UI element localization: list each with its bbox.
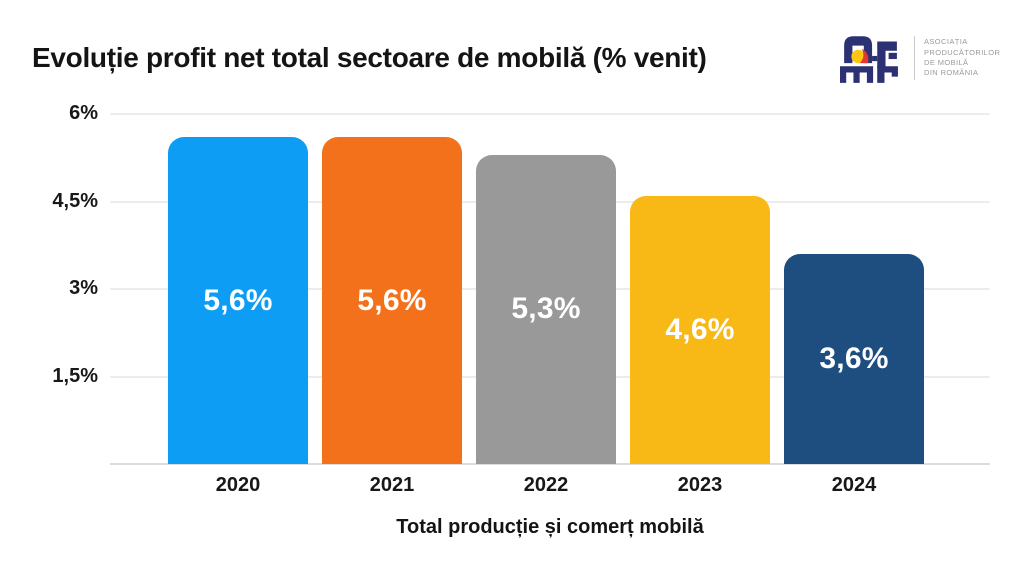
x-tick-label: 2023 <box>677 474 723 496</box>
bar-value-label: 5,6% <box>357 283 427 317</box>
y-tick-label: 6% <box>69 102 98 124</box>
x-axis-line <box>110 463 990 465</box>
bar-value-label: 5,3% <box>511 292 581 326</box>
bar-2024: 3,6% <box>784 254 924 464</box>
logo-divider <box>914 36 915 80</box>
x-axis-title: Total producție și comerț mobilă <box>396 516 704 538</box>
apmr-logo-icon <box>840 36 898 83</box>
y-tick-label: 4,5% <box>52 189 98 212</box>
bar-value-label: 4,6% <box>665 312 735 346</box>
logo-org-line: ASOCIAȚIA <box>924 37 968 47</box>
bar-2023: 4,6% <box>630 195 770 464</box>
logo-org-line: DE MOBILĂ <box>924 58 969 67</box>
bar-value-label: 5,6% <box>203 283 273 317</box>
chart-title: Evoluție profit net total sectoare de mo… <box>32 42 707 73</box>
apmr-logo: ASOCIAȚIA PRODUCĂTORILOR DE MOBILĂ DIN R… <box>840 28 1010 88</box>
logo-org-line: PRODUCĂTORILOR <box>924 47 1001 57</box>
x-tick-label: 2024 <box>831 474 877 496</box>
logo-org-line: DIN ROMÂNIA <box>924 68 979 78</box>
y-tick-label: 3% <box>69 277 98 299</box>
bar-2022: 5,3% <box>476 154 616 464</box>
x-tick-label: 2020 <box>215 474 261 496</box>
y-tick-label: 1,5% <box>52 364 98 387</box>
gridline <box>110 113 990 115</box>
bar-2021: 5,6% <box>322 137 462 464</box>
logo-org-name: ASOCIAȚIA PRODUCĂTORILOR DE MOBILĂ DIN R… <box>924 37 1000 79</box>
x-tick-label: 2022 <box>523 474 569 496</box>
x-tick-label: 2021 <box>369 474 415 496</box>
bar-value-label: 3,6% <box>819 342 889 375</box>
bar-2020: 5,6% <box>168 137 308 464</box>
